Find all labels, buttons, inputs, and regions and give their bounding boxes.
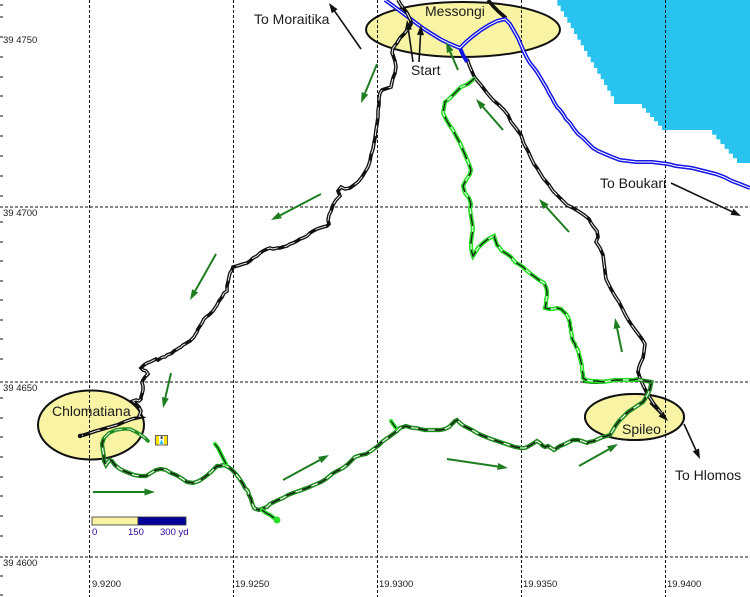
svg-text:Spileo: Spileo	[622, 421, 661, 437]
svg-text:To Hlomos: To Hlomos	[675, 467, 741, 483]
svg-text:Chlomatiana: Chlomatiana	[52, 403, 131, 419]
svg-text:19.9350: 19.9350	[523, 579, 557, 590]
svg-text:To Moraitika: To Moraitika	[254, 11, 330, 27]
svg-text:39 4650: 39 4650	[3, 383, 37, 394]
svg-text:300 yd: 300 yd	[160, 527, 189, 538]
svg-text:0: 0	[92, 527, 97, 538]
svg-text:9.9200: 9.9200	[92, 579, 121, 590]
svg-text:To Boukari: To Boukari	[600, 175, 666, 191]
svg-text:19.9250: 19.9250	[235, 579, 269, 590]
svg-text:Messongi: Messongi	[425, 3, 485, 19]
svg-text:19.9400: 19.9400	[667, 579, 701, 590]
svg-text:19.9300: 19.9300	[379, 579, 413, 590]
svg-text:39 4600: 39 4600	[3, 558, 37, 569]
svg-text:150: 150	[128, 527, 144, 538]
svg-text:39 4700: 39 4700	[3, 208, 37, 219]
svg-text:Start: Start	[411, 62, 441, 78]
svg-text:39 4750: 39 4750	[3, 35, 37, 46]
